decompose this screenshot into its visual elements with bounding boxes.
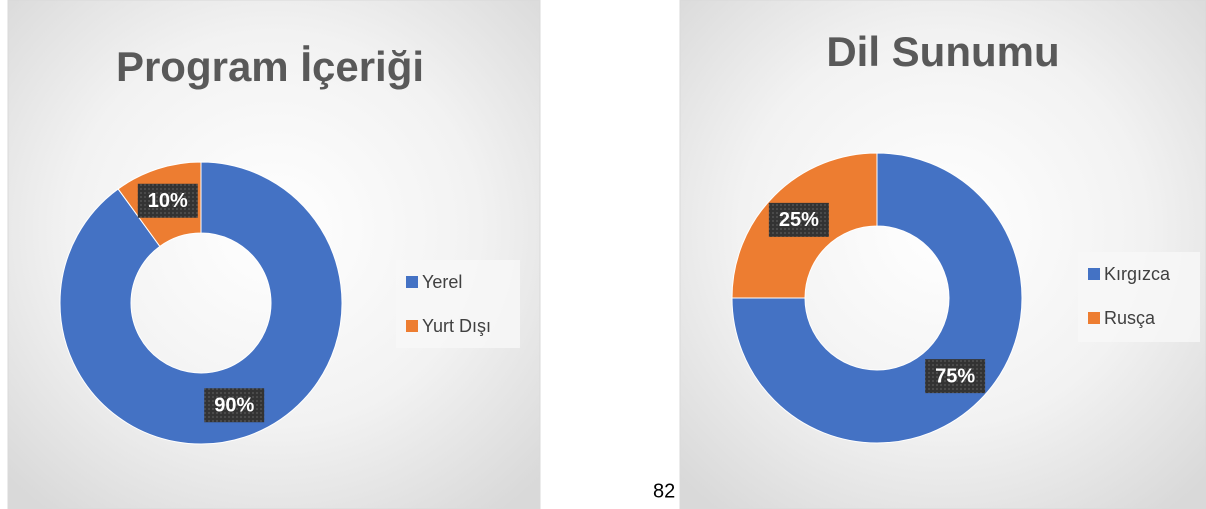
legend-box bbox=[396, 260, 520, 348]
chart: Program İçeriği 90% 10% Yerel Yurt Dışı bbox=[7, 0, 541, 509]
legend-label: Yurt Dışı bbox=[422, 316, 491, 336]
donut-slice bbox=[59, 161, 343, 445]
legend-swatch bbox=[1088, 268, 1100, 280]
page-number: 82 bbox=[653, 480, 675, 502]
data-label: 75% bbox=[935, 365, 975, 387]
chart-title: Program İçeriği bbox=[116, 43, 424, 90]
data-label: 25% bbox=[779, 209, 819, 231]
legend-swatch bbox=[406, 320, 418, 332]
legend-label: Yerel bbox=[422, 272, 462, 292]
legend-label: Kırgızca bbox=[1104, 264, 1171, 284]
legend-box bbox=[1078, 252, 1200, 342]
legend-swatch bbox=[406, 276, 418, 288]
legend-swatch bbox=[1088, 312, 1100, 324]
data-label: 10% bbox=[148, 190, 188, 212]
data-label-box bbox=[925, 359, 986, 394]
data-label: 90% bbox=[214, 395, 254, 417]
data-label-box bbox=[137, 183, 198, 218]
chart-title: Dil Sunumu bbox=[826, 28, 1059, 75]
legend-label: Rusça bbox=[1104, 308, 1156, 328]
data-label-box bbox=[204, 388, 265, 423]
data-label-box bbox=[768, 202, 829, 237]
chart: Dil Sunumu 75% 25% Kırgızca Rusça bbox=[679, 0, 1206, 509]
